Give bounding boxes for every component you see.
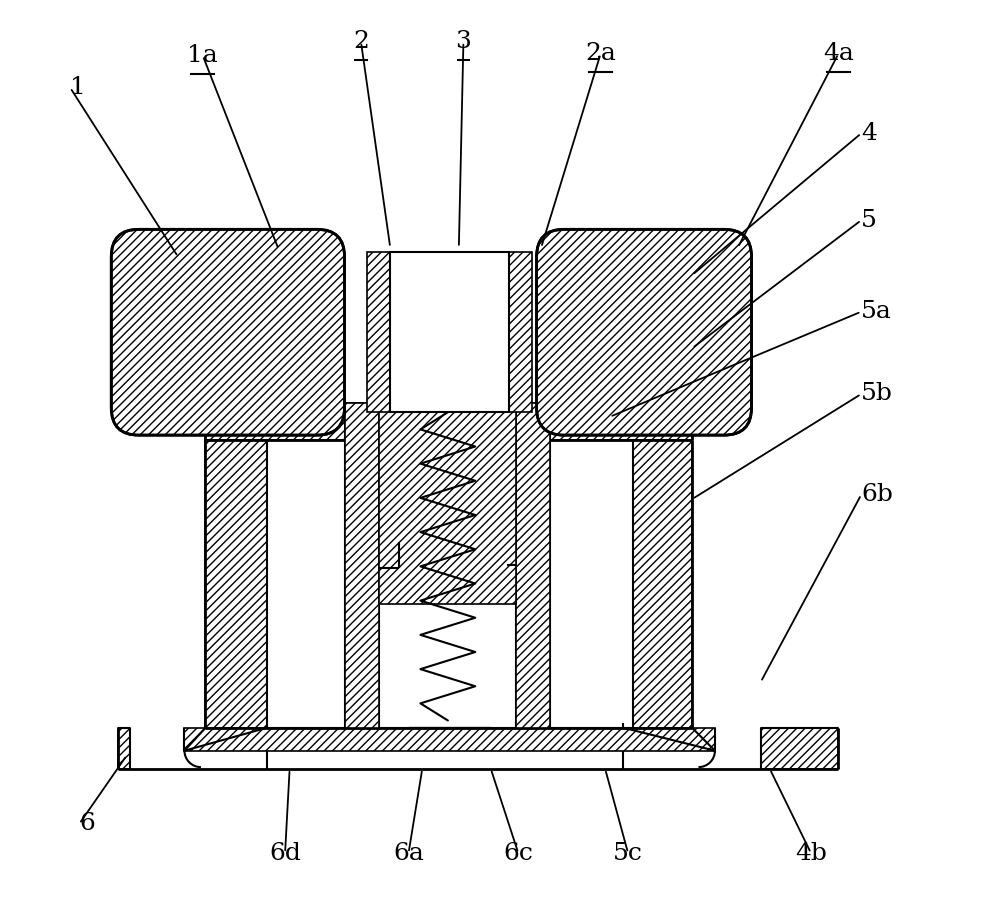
Text: 6c: 6c — [503, 842, 533, 865]
Text: 2: 2 — [353, 30, 369, 53]
Bar — [761, 728, 838, 769]
Bar — [118, 728, 130, 769]
Bar — [379, 403, 516, 605]
Text: 1a: 1a — [187, 44, 218, 67]
FancyBboxPatch shape — [111, 229, 345, 435]
Bar — [367, 252, 532, 412]
Text: 6b: 6b — [861, 483, 893, 506]
Bar — [267, 440, 633, 728]
Text: 5b: 5b — [861, 383, 893, 406]
Text: 5a: 5a — [861, 300, 892, 323]
Text: 3: 3 — [455, 30, 471, 53]
Text: 4: 4 — [861, 122, 877, 145]
Text: 4b: 4b — [795, 842, 827, 865]
Bar — [205, 440, 267, 728]
Text: 6a: 6a — [393, 842, 424, 865]
Bar — [345, 403, 379, 728]
FancyBboxPatch shape — [537, 229, 752, 435]
Bar — [184, 728, 715, 751]
Text: 1: 1 — [70, 76, 86, 99]
Bar — [516, 403, 550, 728]
Bar — [205, 403, 692, 440]
Text: 5c: 5c — [613, 842, 643, 865]
Bar — [633, 440, 692, 728]
Text: 6d: 6d — [269, 842, 301, 865]
Bar — [390, 252, 509, 412]
Text: 2a: 2a — [585, 42, 616, 65]
Text: 4a: 4a — [823, 42, 854, 65]
Text: 6: 6 — [79, 812, 95, 835]
Text: 5: 5 — [861, 209, 877, 232]
